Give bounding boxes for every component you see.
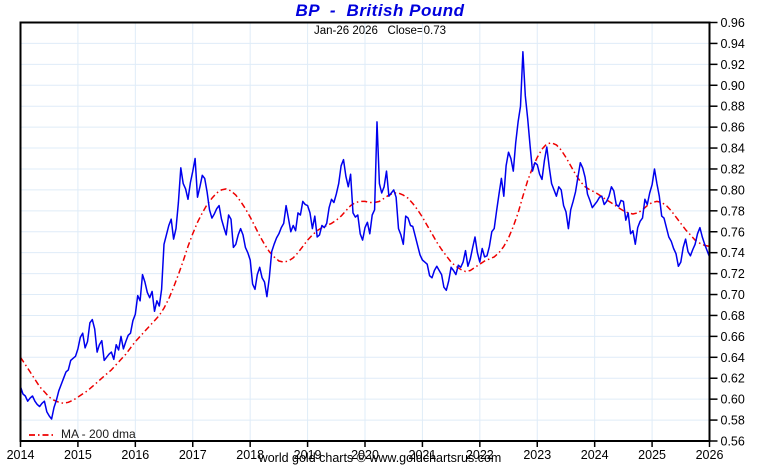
x-tick-label: 2014 xyxy=(7,448,35,462)
x-tick-label: 2020 xyxy=(351,448,379,462)
y-tick-label: 0.68 xyxy=(721,309,745,323)
chart-title: BP - British Pound xyxy=(295,1,465,20)
price-line xyxy=(19,51,711,420)
ma-line xyxy=(19,142,710,405)
y-tick-label: 0.94 xyxy=(721,37,745,51)
y-tick-label: 0.82 xyxy=(721,162,745,176)
x-tick-label: 2016 xyxy=(121,448,149,462)
x-tick-label: 2018 xyxy=(236,448,264,462)
y-tick-label: 0.66 xyxy=(721,330,745,344)
y-tick-label: 0.70 xyxy=(721,288,745,302)
x-tick-label: 2024 xyxy=(581,448,609,462)
ma-line-swatch xyxy=(29,433,55,436)
y-tick-label: 0.96 xyxy=(721,16,745,30)
x-tick-label: 2015 xyxy=(64,448,92,462)
y-tick-label: 0.88 xyxy=(721,100,745,114)
x-tick-label: 2022 xyxy=(466,448,494,462)
y-tick-label: 0.60 xyxy=(721,393,745,407)
y-tick-label: 0.58 xyxy=(721,414,745,428)
y-tick-label: 0.90 xyxy=(721,79,745,93)
x-tick-label: 2019 xyxy=(294,448,322,462)
x-tick-label: 2023 xyxy=(523,448,551,462)
y-tick-label: 0.64 xyxy=(721,351,745,365)
chart-legend: MA - 200 dma xyxy=(28,427,136,441)
x-tick-label: 2017 xyxy=(179,448,207,462)
y-tick-label: 0.84 xyxy=(721,142,745,156)
y-tick-label: 0.78 xyxy=(721,204,745,218)
chart-footer: world gold charts © www.goldchartsrus.co… xyxy=(258,451,502,465)
legend-label: MA - 200 dma xyxy=(61,427,136,441)
x-tick-label: 2026 xyxy=(696,448,724,462)
x-tick-label: 2021 xyxy=(409,448,437,462)
y-tick-label: 0.56 xyxy=(721,435,745,449)
y-tick-label: 0.80 xyxy=(721,183,745,197)
chart-subtitle: Jan-26 2026 Close=0.73 xyxy=(313,25,447,37)
y-tick-label: 0.86 xyxy=(721,121,745,135)
y-tick-label: 0.72 xyxy=(721,267,745,281)
y-tick-label: 0.74 xyxy=(721,246,745,260)
x-tick-label: 2025 xyxy=(638,448,666,462)
y-tick-label: 0.76 xyxy=(721,225,745,239)
y-tick-label: 0.92 xyxy=(721,58,745,72)
y-tick-label: 0.62 xyxy=(721,372,745,386)
